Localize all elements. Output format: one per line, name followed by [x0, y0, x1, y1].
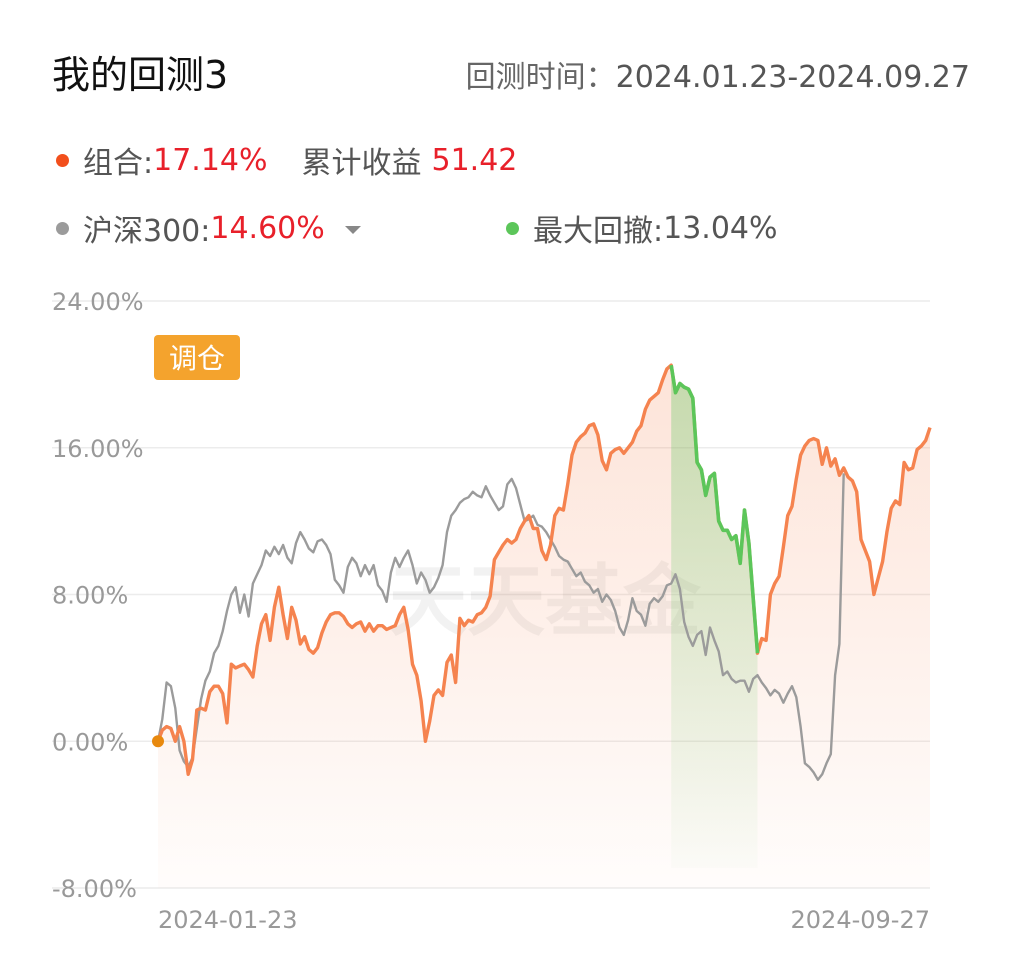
x-tick-label: 2024-09-27 [791, 906, 930, 934]
series-line-benchmark [156, 473, 845, 781]
rebalance-tag[interactable]: 调仓 [154, 335, 240, 380]
benchmark-label: 沪深300: [83, 214, 211, 249]
legend-portfolio: 组合: 17.14% 累计收益 51.42 [56, 138, 517, 182]
period-value: 2024.01.23-2024.09.27 [615, 60, 970, 95]
start-point [152, 735, 164, 748]
backtest-period: 回测时间：2024.01.23-2024.09.27 [466, 52, 970, 96]
drawdown-label: 最大回撤: [533, 214, 664, 249]
y-tick-label: -8.00% [52, 875, 137, 903]
cumulative-label: 累计收益 [301, 146, 422, 181]
drawdown-area [671, 365, 758, 868]
period-label: 回测时间： [465, 60, 616, 95]
drawdown-dot-icon [506, 221, 519, 235]
x-tick-label: 2024-01-23 [158, 906, 297, 934]
benchmark-dot-icon [56, 221, 69, 235]
series-line-portfolio [156, 363, 932, 776]
series-line-drawdown [669, 364, 760, 654]
portfolio-area [158, 365, 930, 888]
page-title: 我的回测3 [52, 53, 229, 97]
portfolio-label: 组合: [83, 146, 154, 181]
y-tick-label: 16.00% [52, 435, 144, 463]
legend-drawdown: 最大回撤: 13.04% [506, 206, 778, 250]
dropdown-caret-icon[interactable] [344, 226, 361, 234]
y-tick-label: 24.00% [52, 288, 144, 316]
benchmark-value: 14.60% [210, 210, 325, 246]
drawdown-value: 13.04% [663, 210, 778, 246]
y-tick-label: 8.00% [52, 582, 128, 610]
rebalance-tag-label: 调仓 [169, 342, 225, 375]
portfolio-value: 17.14% [153, 142, 268, 178]
cumulative-value: 51.42 [431, 142, 518, 178]
rebalance-tag-bg [154, 335, 240, 380]
portfolio-dot-icon [56, 153, 69, 167]
legend-benchmark[interactable]: 沪深300: 14.60% [56, 206, 361, 250]
y-tick-label: 0.00% [52, 728, 128, 756]
